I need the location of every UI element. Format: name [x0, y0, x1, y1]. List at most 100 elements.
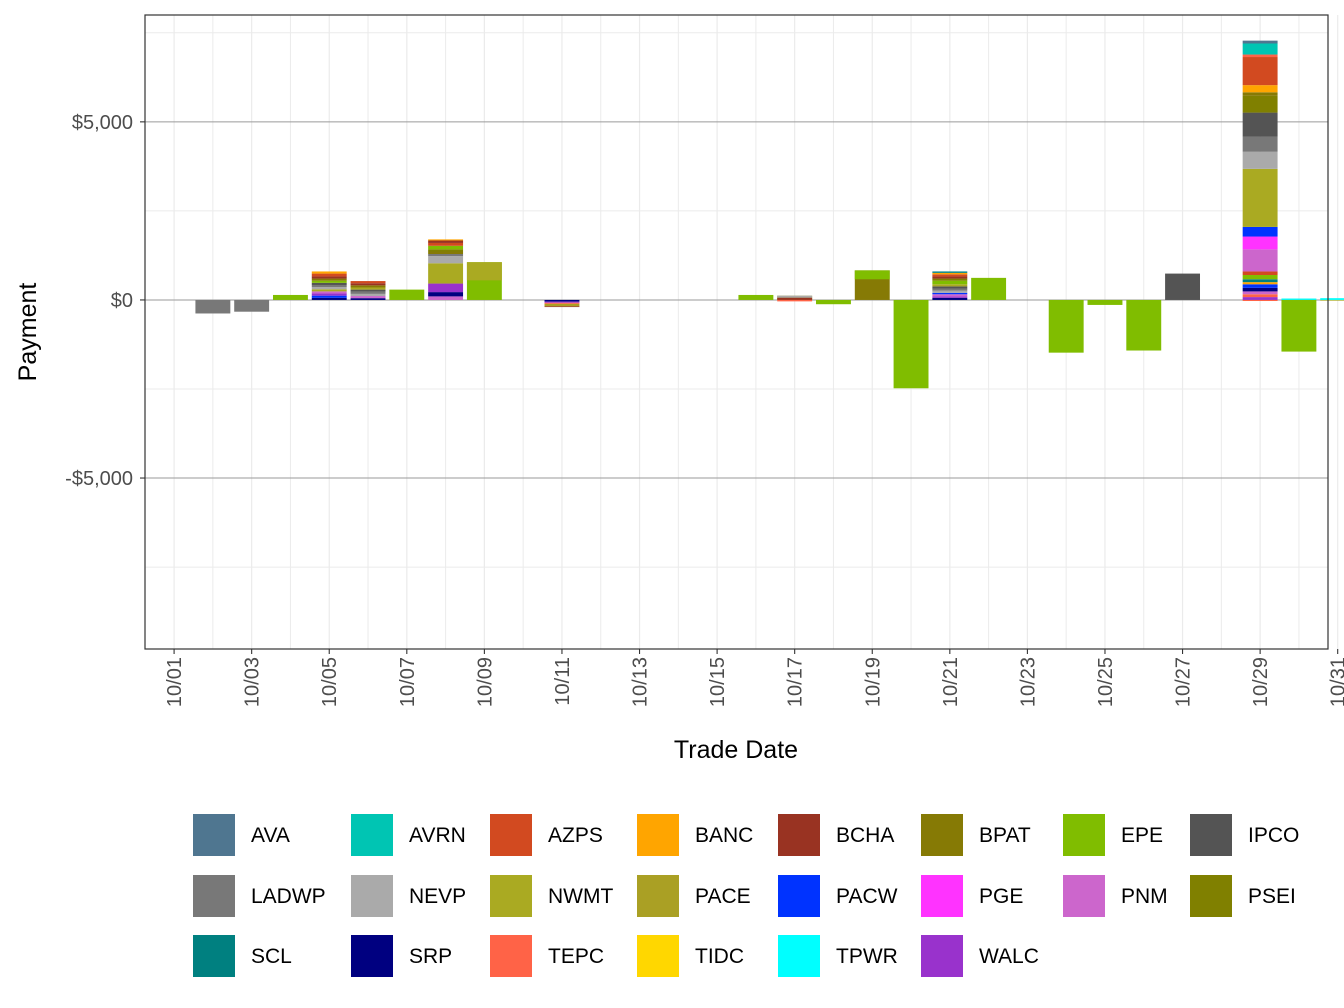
y-axis-ticks: -$5,000 $0 $5,000 — [65, 112, 145, 490]
legend-swatch-azps — [490, 814, 532, 856]
bar-10-08-ladwp-5 — [428, 253, 464, 257]
x-tick-label-0: 10/01 — [164, 657, 186, 707]
x-tick-label-13: 10/27 — [1173, 657, 1195, 707]
x-tick-label-12: 10/25 — [1095, 657, 1117, 707]
bar-10-29-ipco-15 — [1242, 112, 1278, 137]
x-tick-label-11: 10/23 — [1017, 657, 1039, 707]
legend-swatch-pacw — [778, 875, 820, 917]
legend-label-tepc: TEPC — [548, 945, 604, 968]
x-tick-label-15: 10/31 — [1328, 657, 1344, 707]
legend-label-nwmt: NWMT — [548, 885, 613, 908]
legend-swatch-walc — [921, 935, 963, 977]
bar-10-05-nevp-5 — [311, 287, 347, 290]
bar-10-21-psei-9 — [932, 278, 968, 281]
legend-swatch-tepc — [490, 935, 532, 977]
bar-10-24-epe-0 — [1048, 299, 1084, 353]
bar-10-29-azps-8 — [1242, 271, 1278, 276]
bar-10-08-azps-9 — [428, 242, 464, 246]
bar-10-06-srp-0 — [350, 298, 386, 300]
bar-10-17-bcha-2 — [777, 297, 813, 300]
bar-10-05-ladwp-6 — [311, 284, 347, 288]
bar-10-05-epe-8 — [311, 280, 347, 283]
bar-10-30-tpwr-0 — [1281, 298, 1317, 300]
bar-10-29-tepc-1 — [1242, 294, 1278, 298]
bar-10-29-pacw-4 — [1242, 284, 1278, 288]
bar-10-08-walc-2 — [428, 283, 464, 293]
bar-10-05-walc-2 — [311, 293, 347, 296]
y-tick-label-1: $0 — [111, 290, 133, 312]
bar-10-26-epe-0 — [1126, 299, 1162, 351]
legend-label-nevp: NEVP — [409, 885, 466, 908]
legend-swatch-ipco — [1190, 814, 1232, 856]
legend-swatch-pge — [921, 875, 963, 917]
bar-10-21-scl-13 — [932, 271, 968, 273]
legend-swatch-bcha — [778, 814, 820, 856]
bar-10-06-pnm-1 — [350, 296, 386, 299]
bar-10-21-bcha-10 — [932, 276, 968, 279]
bar-10-29-scl-6 — [1242, 279, 1278, 283]
major-gridlines — [145, 15, 1339, 649]
bar-10-29-nevp-13 — [1242, 151, 1278, 169]
bar-10-29-banc-5 — [1242, 282, 1278, 285]
bar-10-05-srp-0 — [311, 297, 347, 300]
bar-10-18-epe-0 — [816, 299, 851, 305]
bar-10-03-ladwp-0 — [234, 299, 270, 312]
bar-10-17-tepc-3 — [777, 299, 813, 302]
bar-10-29-nwmt-12 — [1242, 168, 1278, 227]
bar-10-11-tepc-2 — [544, 302, 580, 304]
legend-label-pnm: PNM — [1121, 885, 1168, 908]
bar-10-06-bcha-7 — [350, 283, 386, 286]
legend: AVA AVRN AZPS BANC BCHA BPAT EPE IPCO LADWP NEVP N… — [193, 814, 1299, 977]
bar-10-31-tpwr-0 — [1320, 298, 1344, 300]
bar-10-06-nevp-2 — [350, 293, 386, 297]
bar-10-21-epe-8 — [932, 280, 968, 285]
y-axis-title: Payment — [14, 283, 42, 382]
legend-label-bcha: BCHA — [836, 824, 894, 847]
x-tick-label-14: 10/29 — [1250, 657, 1272, 707]
bar-10-04-epe-0 — [272, 294, 308, 300]
x-tick-label-5: 10/11 — [552, 657, 574, 706]
legend-swatch-tpwr — [778, 935, 820, 977]
legend-label-avrn: AVRN — [409, 824, 466, 847]
bar-10-29-azps-19 — [1242, 57, 1278, 86]
bar-10-08-epe-8 — [428, 245, 464, 250]
legend-label-ipco: IPCO — [1248, 824, 1299, 847]
bar-10-27-ipco-0 — [1165, 273, 1201, 300]
legend-swatch-pace — [637, 875, 679, 917]
bar-10-06-ipco-4 — [350, 289, 386, 292]
legend-label-walc: WALC — [979, 945, 1039, 968]
minor-gridlines — [145, 15, 1328, 649]
legend-label-tidc: TIDC — [695, 945, 744, 968]
x-tick-label-3: 10/07 — [397, 657, 419, 707]
bar-10-08-psei-7 — [428, 249, 464, 252]
x-tick-label-4: 10/09 — [474, 657, 496, 707]
bar-10-21-nwmt-7 — [932, 284, 968, 287]
legend-label-ladwp: LADWP — [251, 885, 326, 908]
bar-10-21-ladwp-5 — [932, 288, 968, 291]
bar-10-29-psei-16 — [1242, 95, 1278, 113]
bar-10-11-srp-0 — [544, 299, 580, 302]
bar-10-29-banc-18 — [1242, 85, 1278, 93]
bar-10-05-pacw-1 — [311, 295, 347, 298]
legend-label-pge: PGE — [979, 885, 1023, 908]
bar-10-21-pacw-3 — [932, 292, 968, 295]
y-tick-label-0: -$5,000 — [65, 468, 133, 490]
legend-label-pacw: PACW — [836, 885, 898, 908]
bar-10-05-pnm-3 — [311, 291, 347, 294]
bar-neg-10-29-tepc-0 — [1242, 299, 1278, 302]
bar-10-29-pnm-9 — [1242, 249, 1278, 272]
legend-swatch-avrn — [351, 814, 393, 856]
x-tick-label-9: 10/19 — [862, 657, 884, 707]
bar-10-21-srp-0 — [932, 297, 968, 300]
legend-swatch-ladwp — [193, 875, 235, 917]
bar-10-29-pnm-2 — [1242, 291, 1278, 295]
bar-10-05-banc-12 — [311, 271, 347, 274]
x-tick-label-10: 10/21 — [940, 657, 962, 707]
legend-label-scl: SCL — [251, 945, 292, 968]
bar-10-16-epe-0 — [738, 294, 774, 300]
legend-swatch-srp — [351, 935, 393, 977]
legend-label-srp: SRP — [409, 945, 452, 968]
bar-10-08-nwmt-3 — [428, 263, 464, 284]
bar-10-29-srp-3 — [1242, 287, 1278, 292]
